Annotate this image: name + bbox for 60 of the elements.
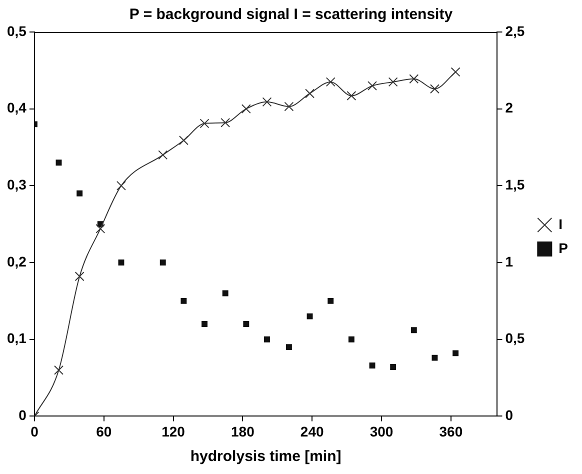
y2-tick-label: 1 (505, 253, 514, 270)
point (118, 260, 124, 266)
point (220, 118, 230, 128)
point (305, 88, 315, 98)
point (222, 290, 228, 296)
point (74, 272, 84, 282)
y2-tick-label: 2,5 (505, 22, 525, 39)
x-tick-label: 120 (162, 423, 186, 440)
chart-title: P = background signal I = scattering intensity (129, 6, 454, 24)
point (432, 354, 438, 361)
point (368, 81, 378, 91)
x-axis-title: hydrolysis time [min] (190, 448, 342, 466)
point (200, 118, 210, 128)
point (54, 365, 64, 375)
y-tick-label: 0,3 (6, 176, 27, 193)
y-tick-label: 0,1 (6, 330, 27, 346)
point (388, 77, 398, 87)
point (452, 350, 459, 356)
point (243, 321, 250, 327)
point (390, 364, 396, 370)
point (326, 77, 336, 87)
point (262, 97, 272, 107)
y-tick-label: 0,2 (6, 253, 27, 270)
point (346, 91, 356, 101)
point (178, 136, 188, 146)
point (96, 224, 106, 234)
x-tick-label: 300 (370, 423, 394, 440)
point (160, 260, 166, 266)
legend-label: P (558, 240, 568, 256)
point (306, 313, 313, 320)
point (286, 344, 292, 350)
x-tick-label: 240 (300, 423, 324, 440)
y2-tick-label: 1,5 (505, 176, 525, 193)
x-tick-label: 0 (30, 423, 39, 440)
x-tick-label: 60 (96, 423, 112, 440)
point (56, 160, 62, 166)
point (410, 327, 417, 334)
y-tick-label: 0,4 (6, 100, 27, 116)
legend-label: I (558, 216, 563, 232)
point (158, 150, 168, 160)
y2-tick-label: 0 (505, 407, 514, 424)
point (430, 84, 440, 94)
point (76, 190, 83, 196)
x-tick-label: 180 (231, 423, 255, 440)
point (450, 67, 460, 77)
y-tick-label: 0,5 (6, 22, 27, 39)
y-tick-label: 0 (18, 407, 27, 424)
point (202, 321, 208, 327)
point (348, 336, 354, 342)
point (241, 104, 251, 114)
point (180, 298, 187, 304)
x-tick-label: 360 (439, 423, 463, 440)
point (264, 336, 270, 342)
point (116, 180, 126, 190)
point (328, 298, 334, 304)
y2-tick-label: 2 (505, 100, 514, 116)
y2-tick-label: 0,5 (505, 330, 525, 346)
point (284, 102, 294, 112)
point (409, 74, 419, 84)
point (369, 362, 376, 368)
